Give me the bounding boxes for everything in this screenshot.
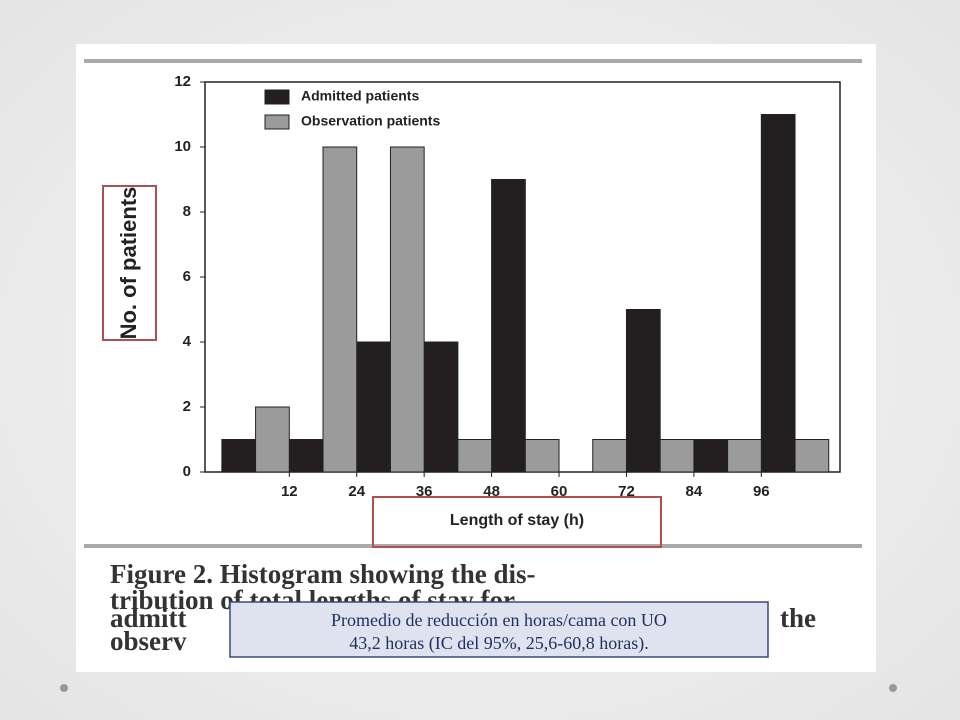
bar [356, 341, 391, 473]
bar [288, 439, 324, 473]
bar [524, 439, 560, 473]
caption-line: Figure 2. Histogram showing the dis- [110, 559, 536, 589]
x-tick-label: 36 [416, 483, 433, 500]
bar [625, 309, 661, 473]
y-tick-label: 0 [183, 463, 191, 480]
bar [221, 439, 257, 473]
x-tick-label: 96 [753, 483, 770, 500]
x-tick-label: 60 [551, 483, 568, 500]
bar [727, 439, 762, 473]
x-tick-label: 12 [281, 483, 298, 500]
bar [491, 179, 526, 473]
y-tick-label: 10 [174, 138, 191, 155]
note-box [229, 601, 769, 658]
figure-image [76, 44, 876, 672]
y-axis-label: No. of patients [116, 187, 141, 340]
bar [659, 439, 695, 473]
legend-label: Observation patients [301, 113, 440, 129]
caption-line: admitt [110, 603, 187, 633]
y-tick-label: 8 [183, 203, 191, 220]
y-tick-label: 2 [183, 398, 191, 415]
caption-line: observ [110, 626, 187, 656]
bar [693, 439, 729, 473]
legend-swatch [264, 114, 290, 130]
note-line: 43,2 horas (IC del 95%, 25,6-60,8 horas)… [349, 633, 648, 654]
bar [389, 146, 425, 473]
slide-dot [60, 684, 68, 692]
bar [592, 439, 627, 473]
slide-dot [889, 684, 897, 692]
y-tick-label: 6 [183, 268, 191, 285]
legend-swatch [264, 89, 290, 105]
highlight-box [372, 496, 662, 548]
bar [322, 146, 358, 473]
y-tick-label: 12 [174, 73, 191, 90]
highlight-box [102, 185, 157, 341]
y-tick-label: 4 [183, 333, 192, 350]
bar [457, 439, 493, 473]
x-tick-label: 72 [618, 483, 635, 500]
bar [255, 406, 290, 473]
note-line: Promedio de reducción en horas/cama con … [331, 610, 667, 630]
bar [794, 439, 830, 473]
bar [423, 341, 459, 473]
x-tick-label: 48 [483, 483, 500, 500]
caption-line: the [780, 603, 816, 633]
x-tick-label: 24 [348, 483, 365, 500]
bar [760, 114, 796, 473]
x-tick-label: 84 [686, 483, 703, 500]
x-axis-label: Length of stay (h) [450, 512, 584, 529]
legend-label: Admitted patients [301, 88, 419, 104]
